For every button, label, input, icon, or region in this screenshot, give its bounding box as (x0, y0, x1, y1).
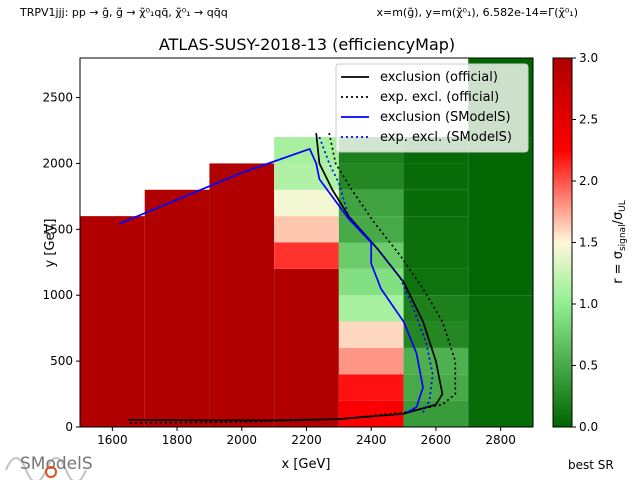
y-tick-label: 500 (50, 354, 73, 368)
y-tick-label: 1000 (42, 288, 73, 302)
heatmap-cell-4 (274, 242, 339, 269)
heatmap-cell-18 (338, 163, 404, 190)
heatmap-cells (80, 58, 533, 427)
heatmap-cell-12 (338, 321, 404, 348)
heatmap-cell-5 (274, 216, 339, 243)
heatmap-cell-10 (338, 374, 404, 401)
chart-title: ATLAS-SUSY-2018-13 (efficiencyMap) (159, 35, 455, 54)
y-axis-ticks: 0 500 1000 1500 2000 2500 (42, 91, 80, 434)
legend-label: exp. excl. (SModelS) (380, 130, 512, 145)
colorbar-tick-label: 2.0 (579, 174, 598, 188)
colorbar-label: r = σsignal/σUL (611, 200, 628, 284)
heatmap-cell-6 (274, 189, 339, 217)
heatmap-cell-11 (338, 347, 404, 375)
legend-label: exclusion (SModelS) (380, 110, 511, 125)
x-axis-ticks: 1600 1800 2000 2200 2400 2600 2800 (97, 427, 516, 447)
legend: exclusion (official) exp. excl. (official… (335, 63, 529, 153)
y-tick-label: 1500 (42, 222, 73, 236)
x-axis-label: x [GeV] (282, 457, 331, 472)
colorbar-tick-label: 1.5 (579, 236, 598, 250)
x-tick-label: 2400 (356, 433, 387, 447)
x-tick-label: 2000 (227, 433, 258, 447)
colorbar-tick-label: 3.0 (579, 51, 598, 65)
smodels-logo: SModelS (5, 454, 93, 480)
y-tick-label: 0 (65, 420, 73, 434)
legend-box (335, 63, 529, 153)
x-tick-label: 2600 (421, 433, 452, 447)
heatmap-cell-29 (403, 163, 469, 190)
heatmap-cell-25 (403, 268, 469, 296)
heatmap-cell-16 (338, 216, 404, 243)
x-tick-label: 1600 (97, 433, 128, 447)
logo-dot-icon (45, 466, 57, 478)
heatmap-cell-21 (403, 374, 469, 401)
heatmap-cell-28 (403, 189, 469, 217)
heatmap-cell-31 (468, 295, 533, 427)
x-tick-label: 1800 (162, 433, 193, 447)
colorbar-tick-label: 0.0 (579, 420, 598, 434)
heatmap-cell-13 (338, 295, 404, 322)
colorbar-tick-label: 0.5 (579, 359, 598, 373)
curve-exclusion-smodels (118, 147, 424, 414)
heatmap-cell-24 (403, 295, 469, 322)
colorbar (552, 57, 573, 428)
axes-definition-header: x=m(g̃), y=m(χ̃⁰₁), 6.582e-14=Γ(χ̃⁰₁) (376, 6, 578, 19)
y-axis-label: y [GeV] (43, 219, 58, 268)
heatmap-cell-2 (209, 163, 275, 427)
exclusion-curves (118, 132, 457, 424)
legend-label: exclusion (official) (380, 70, 498, 85)
colorbar-ticks: 0.0 0.5 1.0 1.5 2.0 2.5 3.0 (572, 51, 598, 434)
colorbar-tick-label: 2.5 (579, 113, 598, 127)
curve-exp-excl-smodels (318, 136, 434, 413)
x-tick-label: 2800 (485, 433, 516, 447)
curve-exp-excl-official (128, 132, 457, 424)
best-sr-label: best SR (568, 458, 614, 472)
process-header: TRPV1jjj: pp → g̃, g̃ → χ̃⁰₁qq̄, χ̃⁰₁ → … (19, 6, 228, 19)
y-tick-label: 2500 (42, 91, 73, 105)
heatmap-cell-0 (80, 216, 145, 427)
colorbar-tick-label: 1.0 (579, 297, 598, 311)
x-tick-label: 2200 (291, 433, 322, 447)
heatmap-cell-32 (468, 137, 533, 296)
heatmap-cell-7 (274, 163, 339, 190)
heatmap-cell-26 (403, 242, 469, 269)
heatmap-cell-9 (338, 400, 404, 427)
y-tick-label: 2000 (42, 156, 73, 170)
heatmap-cell-3 (274, 268, 339, 427)
logo-text: SModelS (20, 454, 93, 474)
legend-label: exp. excl. (official) (380, 90, 499, 105)
heatmap-cell-23 (403, 321, 469, 348)
heatmap-cell-14 (338, 268, 404, 296)
heatmap-cell-1 (144, 189, 210, 427)
heatmap-cell-27 (403, 216, 469, 243)
heatmap-cell-17 (338, 189, 404, 217)
